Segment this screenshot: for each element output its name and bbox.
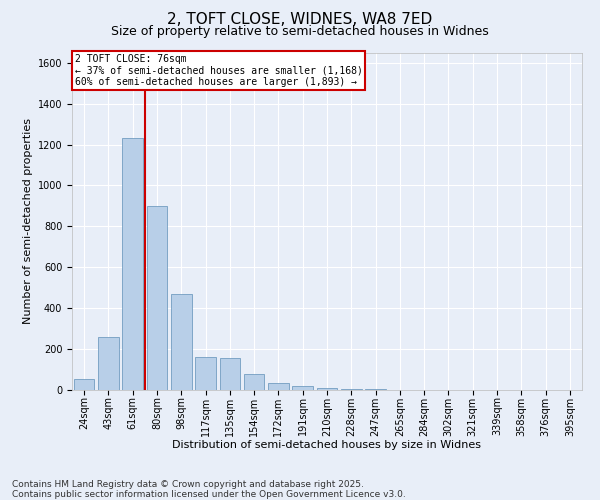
Text: Contains HM Land Registry data © Crown copyright and database right 2025.
Contai: Contains HM Land Registry data © Crown c… (12, 480, 406, 499)
Text: 2 TOFT CLOSE: 76sqm
← 37% of semi-detached houses are smaller (1,168)
60% of sem: 2 TOFT CLOSE: 76sqm ← 37% of semi-detach… (74, 54, 362, 88)
Bar (195, 358, 216, 390)
Bar (317, 388, 337, 390)
Bar (244, 374, 265, 390)
Bar (146, 206, 167, 390)
Bar (220, 358, 240, 390)
X-axis label: Distribution of semi-detached houses by size in Widnes: Distribution of semi-detached houses by … (173, 440, 482, 450)
Bar (292, 386, 313, 390)
Text: Size of property relative to semi-detached houses in Widnes: Size of property relative to semi-detach… (111, 25, 489, 38)
Bar (268, 383, 289, 390)
Text: 2, TOFT CLOSE, WIDNES, WA8 7ED: 2, TOFT CLOSE, WIDNES, WA8 7ED (167, 12, 433, 28)
Bar (122, 138, 143, 390)
Bar (74, 379, 94, 390)
Y-axis label: Number of semi-detached properties: Number of semi-detached properties (23, 118, 34, 324)
Bar (171, 294, 191, 390)
Bar (341, 389, 362, 390)
Bar (98, 337, 119, 390)
